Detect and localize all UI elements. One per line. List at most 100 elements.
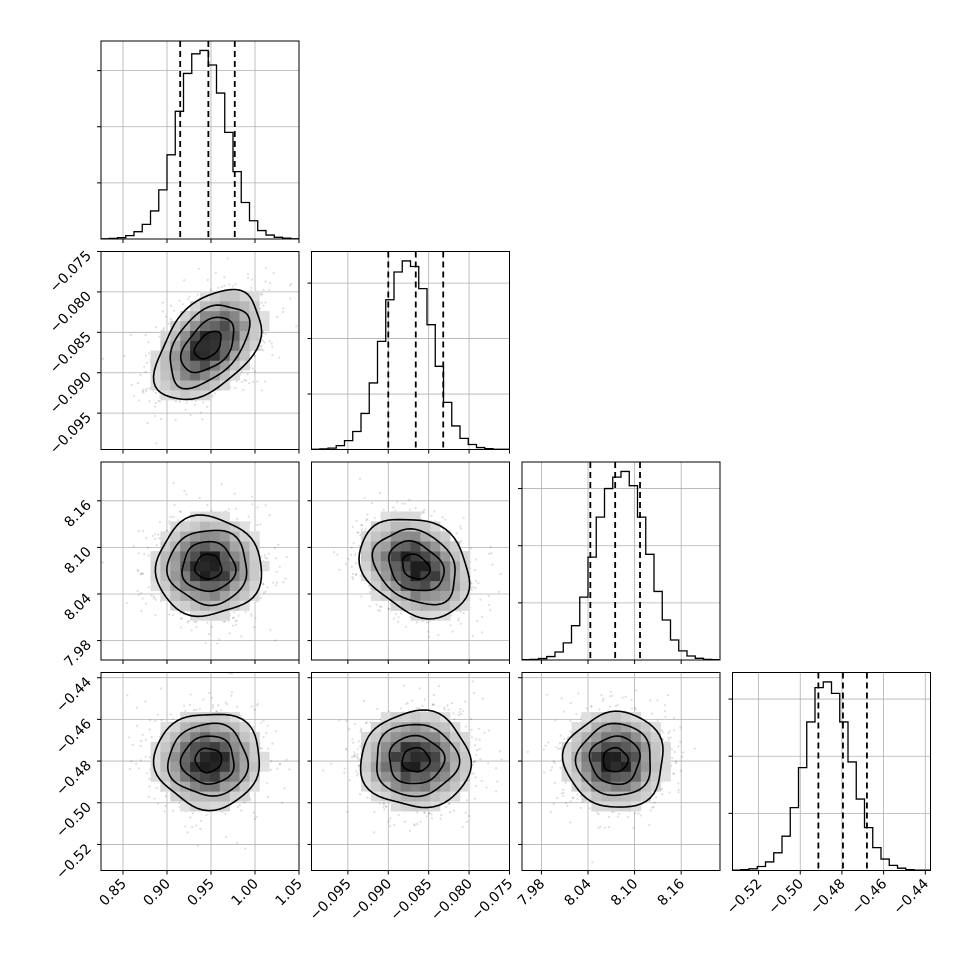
sample-point xyxy=(560,697,563,700)
sample-point xyxy=(260,721,263,725)
sample-point xyxy=(416,811,419,814)
sample-point xyxy=(275,581,278,584)
sample-point xyxy=(387,607,390,611)
density-cell xyxy=(581,751,592,762)
panel-0-0 xyxy=(97,40,300,243)
density-cell xyxy=(200,712,211,723)
density-cell xyxy=(561,751,572,762)
sample-point xyxy=(351,576,354,579)
sample-point xyxy=(188,295,191,298)
sample-point xyxy=(470,582,473,585)
sample-point xyxy=(387,820,390,823)
sample-point xyxy=(672,772,675,775)
sample-point xyxy=(169,713,172,716)
density-cell xyxy=(229,291,240,302)
sample-point xyxy=(288,284,291,287)
sample-point xyxy=(460,527,463,530)
density-cell xyxy=(380,771,391,782)
sample-point xyxy=(569,821,572,824)
density-cell xyxy=(380,712,391,723)
sample-point xyxy=(441,516,444,519)
sample-point xyxy=(281,801,284,804)
sample-point xyxy=(382,508,385,511)
panel-frame xyxy=(311,461,510,661)
sample-point xyxy=(679,740,682,743)
density-cell xyxy=(180,771,191,782)
sample-point xyxy=(173,309,176,312)
sample-point xyxy=(673,750,676,753)
sample-point xyxy=(264,332,267,335)
sample-point xyxy=(196,844,200,847)
sample-point xyxy=(474,587,477,590)
density-cell xyxy=(460,731,471,743)
sample-point xyxy=(353,751,356,754)
density-cell xyxy=(190,731,201,743)
density-cell xyxy=(410,551,421,562)
sample-point xyxy=(357,764,361,767)
density-cell xyxy=(650,731,661,743)
sample-point xyxy=(356,755,359,758)
density-cell xyxy=(160,340,171,351)
sample-point xyxy=(667,693,670,697)
density-cell xyxy=(370,741,382,752)
density-cell xyxy=(571,771,582,782)
density-cell xyxy=(190,791,201,802)
sample-point xyxy=(421,620,424,623)
sample-point xyxy=(673,729,676,732)
sample-point xyxy=(432,703,435,706)
sample-point xyxy=(448,811,452,814)
sample-point xyxy=(141,572,144,575)
sample-point xyxy=(476,619,479,622)
sample-point xyxy=(437,685,440,688)
sample-point xyxy=(382,802,385,806)
density-cell xyxy=(450,580,461,591)
density-cell xyxy=(229,600,240,611)
density-cell xyxy=(400,531,411,542)
sample-point xyxy=(475,738,478,741)
sample-point xyxy=(250,350,253,353)
density-cell xyxy=(219,531,230,542)
sample-point xyxy=(123,354,126,357)
density-cell xyxy=(219,380,230,391)
density-cell xyxy=(450,771,461,782)
density-cell xyxy=(150,771,161,782)
density-cell xyxy=(370,751,382,762)
sample-point xyxy=(130,383,133,386)
sample-point xyxy=(489,609,492,612)
sample-point xyxy=(356,753,359,756)
density-cell xyxy=(219,551,230,562)
density-cell xyxy=(630,761,642,772)
histogram-2 xyxy=(522,470,720,660)
density-cell xyxy=(410,781,421,792)
panel-frame xyxy=(100,461,300,661)
sample-point xyxy=(187,620,190,623)
density-cell xyxy=(640,751,651,762)
sample-point xyxy=(471,634,474,638)
density-cell xyxy=(390,570,401,582)
sample-point xyxy=(358,477,362,480)
sample-point xyxy=(164,804,167,808)
sample-point xyxy=(135,706,139,709)
panel-content xyxy=(311,672,510,871)
density-cell xyxy=(400,712,411,723)
sample-point xyxy=(423,698,426,701)
sample-point xyxy=(136,589,139,593)
sample-point xyxy=(394,509,397,512)
sample-point xyxy=(408,508,411,511)
density-cell xyxy=(190,370,201,381)
density-cell xyxy=(239,761,250,772)
sample-point xyxy=(183,489,186,492)
density-cell xyxy=(591,731,602,743)
contours xyxy=(152,713,261,812)
density-cell xyxy=(380,521,391,532)
density-cell xyxy=(229,301,240,312)
sample-point xyxy=(250,614,253,617)
sample-point xyxy=(457,619,460,622)
sample-point xyxy=(353,755,356,758)
density-cell xyxy=(180,741,191,752)
sample-point xyxy=(344,747,347,750)
density-cell xyxy=(430,580,441,591)
sample-point xyxy=(264,590,267,593)
sample-point xyxy=(427,630,430,633)
sample-point xyxy=(249,612,253,615)
